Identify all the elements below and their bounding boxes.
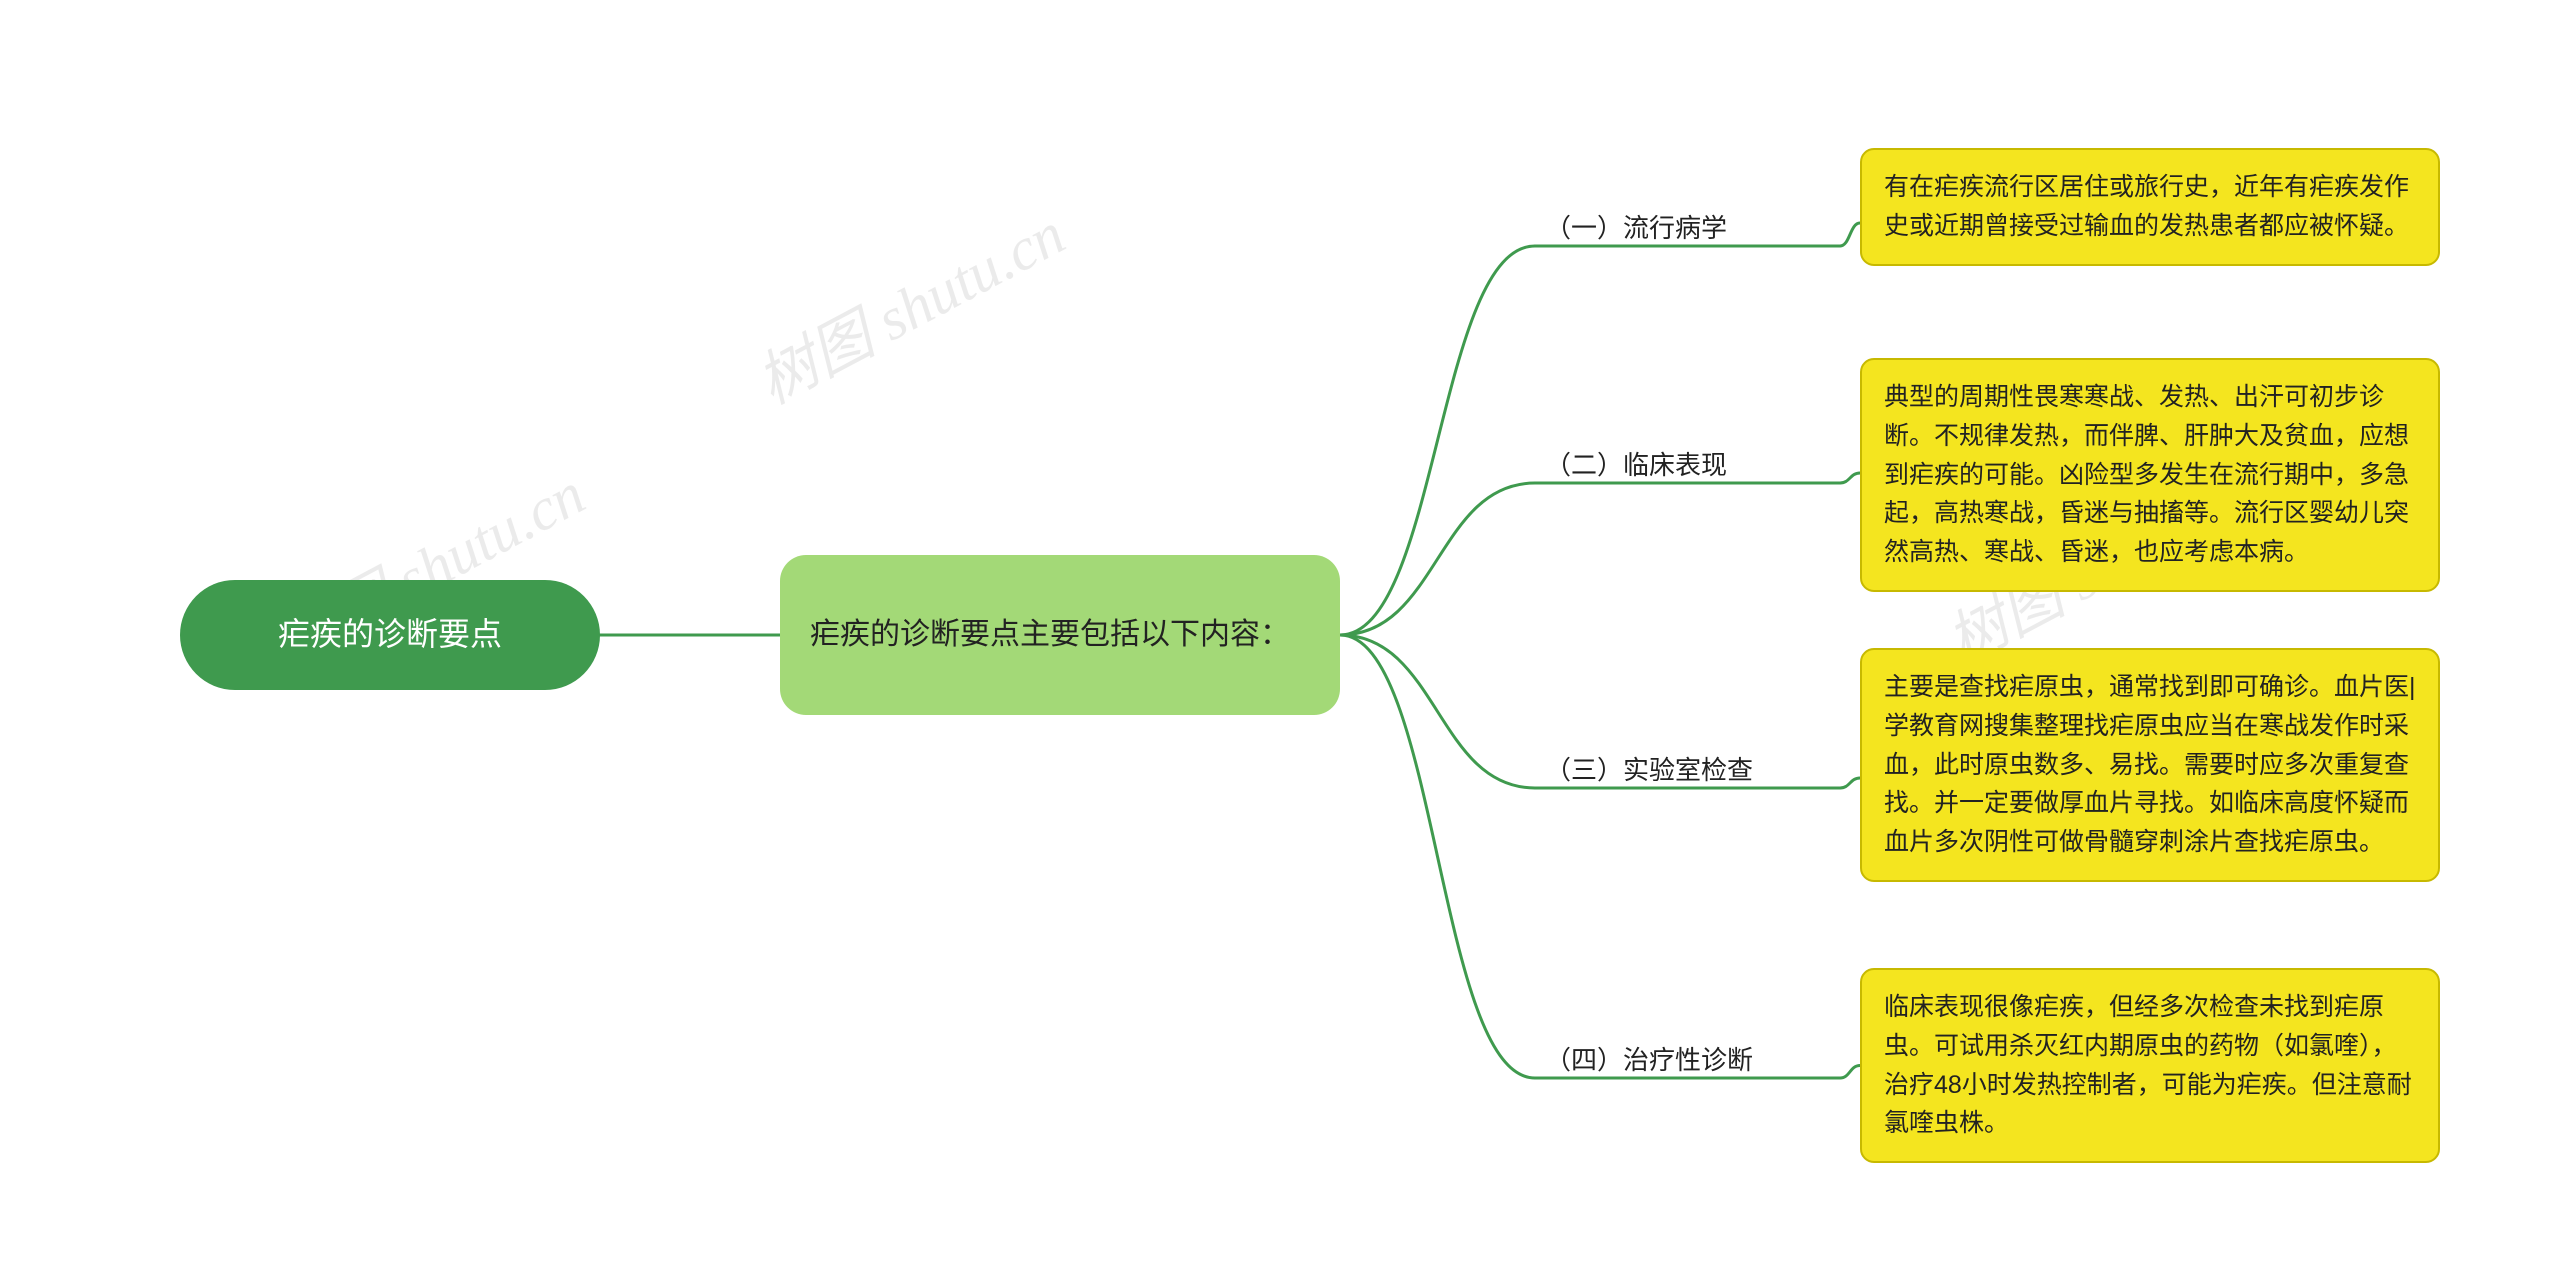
mindmap-leaf-3: 主要是查找疟原虫，通常找到即可确诊。血片医|学教育网搜集整理找疟原虫应当在寒战发… [1860, 648, 2440, 882]
mindmap-root-node: 疟疾的诊断要点 [180, 580, 600, 690]
mindmap-leaf-4: 临床表现很像疟疾，但经多次检查未找到疟原虫。可试用杀灭红内期原虫的药物（如氯喹）… [1860, 968, 2440, 1163]
mindmap-branch-label-3: （三）实验室检查 [1545, 750, 1753, 790]
watermark: 树图 shutu.cn [739, 186, 1077, 421]
mindmap-branch-label-4: （四）治疗性诊断 [1545, 1040, 1753, 1080]
mindmap-leaf-2: 典型的周期性畏寒寒战、发热、出汗可初步诊断。不规律发热，而伴脾、肝肿大及贫血，应… [1860, 358, 2440, 592]
mindmap-branch-label-2: （二）临床表现 [1545, 445, 1727, 485]
mindmap-leaf-1: 有在疟疾流行区居住或旅行史，近年有疟疾发作史或近期曾接受过输血的发热患者都应被怀… [1860, 148, 2440, 266]
mindmap-branch-label-1: （一）流行病学 [1545, 208, 1727, 248]
mindmap-sub-node: 疟疾的诊断要点主要包括以下内容： [780, 555, 1340, 715]
